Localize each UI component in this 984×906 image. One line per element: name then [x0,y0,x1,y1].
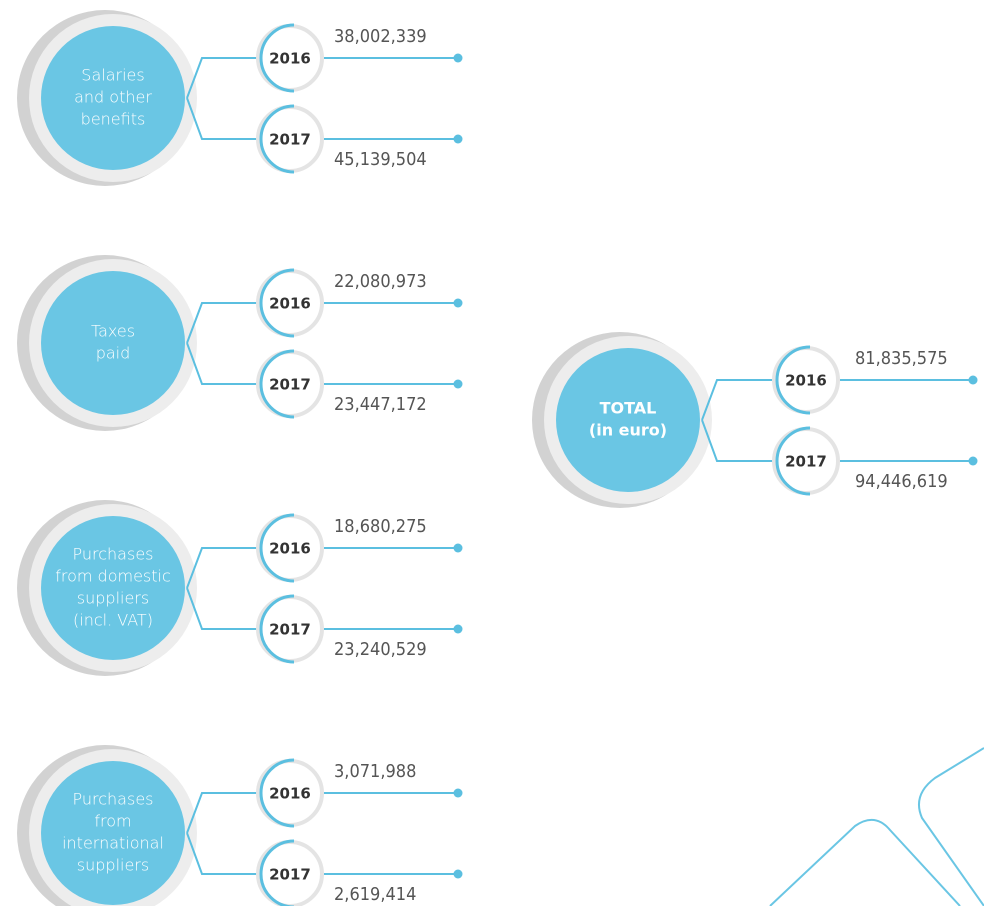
category-label: Taxes [91,322,135,341]
value-dot [453,543,463,553]
connector [186,57,258,99]
value-dot [453,788,463,798]
category-label: benefits [81,110,146,129]
year-arc [259,349,295,419]
value-label: 22,080,973 [334,271,427,292]
category-label: Purchases [73,790,154,809]
year-arc [259,104,295,174]
value-label: 2,619,414 [334,884,416,905]
category-label: Salaries [81,66,144,85]
year-label: 2016 [785,372,827,390]
year-label: 2016 [269,785,311,803]
year-label: 2016 [269,540,311,558]
category-label: paid [96,344,131,363]
category-circle [41,761,185,905]
value-label: 3,071,988 [334,761,416,782]
year-arc [259,268,295,338]
value-dot [453,869,463,879]
category-label: from domestic [55,567,171,586]
year-arc [775,426,811,496]
value-label: 81,835,575 [855,348,948,369]
category-label: (in euro) [589,421,667,440]
category-label: suppliers [77,589,149,608]
category-label: (incl. VAT) [73,611,153,630]
year-label: 2017 [269,621,311,639]
connector [186,547,258,589]
category-circle [41,516,185,660]
category-label: and other [74,88,152,107]
category-label: suppliers [77,856,149,875]
value-label: 45,139,504 [334,149,427,170]
year-label: 2017 [269,866,311,884]
category-circle [41,26,185,170]
connector [186,342,258,385]
year-arc [259,758,295,828]
connector [186,792,258,834]
connector [701,379,774,421]
year-label: 2017 [269,376,311,394]
connector [186,302,258,344]
value-dot [453,53,463,63]
category-circle [556,348,700,492]
decoration [769,747,984,906]
year-label: 2017 [269,131,311,149]
connector [186,587,258,630]
category-circle [41,271,185,415]
value-dot [453,134,463,144]
year-label: 2016 [269,50,311,68]
value-label: 38,002,339 [334,26,427,47]
category-label: international [62,834,164,853]
value-label: 18,680,275 [334,516,427,537]
value-label: 23,240,529 [334,639,427,660]
connector [186,832,258,875]
value-label: 23,447,172 [334,394,427,415]
category-label: TOTAL [600,399,657,418]
value-label: 94,446,619 [855,471,948,492]
year-arc [259,513,295,583]
connector [186,97,258,140]
category-label: from [94,812,131,831]
year-arc [775,345,811,415]
year-label: 2016 [269,295,311,313]
category-label: Purchases [73,545,154,564]
value-dot [453,298,463,308]
year-arc [259,23,295,93]
value-dot [453,624,463,634]
year-arc [259,594,295,664]
value-dot [453,379,463,389]
year-arc [259,839,295,906]
year-label: 2017 [785,453,827,471]
connector [701,419,774,462]
value-dot [968,456,978,466]
value-dot [968,375,978,385]
